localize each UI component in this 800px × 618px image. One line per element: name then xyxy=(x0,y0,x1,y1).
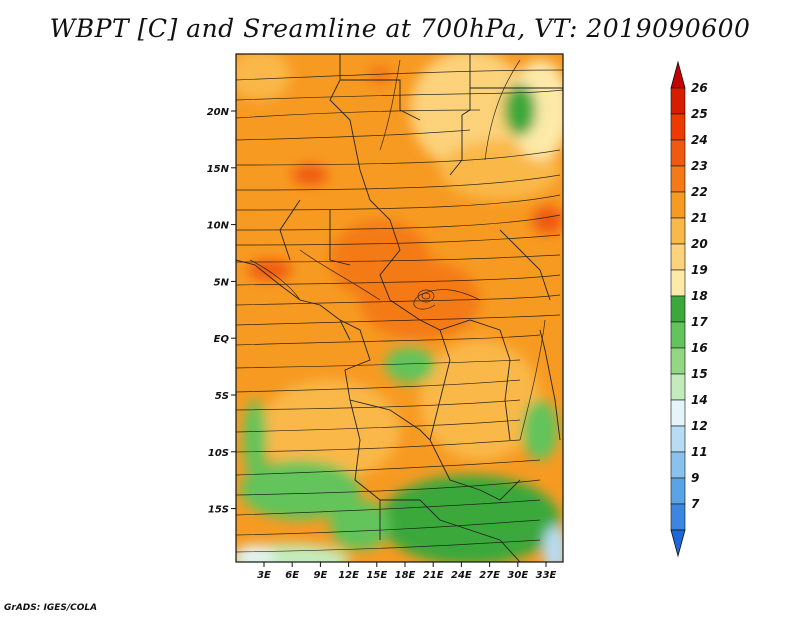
wbpt-field xyxy=(236,54,563,562)
lat-tick-label: 15N xyxy=(207,164,230,175)
colorbar-label: 23 xyxy=(691,159,708,173)
colorbar-swatch xyxy=(670,269,686,297)
lat-tick-label: EQ xyxy=(214,334,230,345)
lon-tick-label: 9E xyxy=(314,570,328,581)
colorbar-swatch xyxy=(670,139,686,167)
colorbar-swatch xyxy=(670,243,686,271)
colorbar-label: 22 xyxy=(691,185,708,199)
colorbar-label: 25 xyxy=(691,107,708,121)
lon-tick-label: 6E xyxy=(285,570,299,581)
colorbar-label: 11 xyxy=(691,445,708,459)
colorbar-swatch xyxy=(670,373,686,401)
streamlines xyxy=(236,59,563,553)
lat-tick-label: 10S xyxy=(208,448,229,459)
colorbar-swatch xyxy=(670,87,686,115)
lon-tick-label: 15E xyxy=(366,570,387,581)
colorbar-label: 26 xyxy=(691,81,708,95)
latitude-axis: 20N 15N 10N 5N EQ 5S 10S 15S xyxy=(207,107,236,516)
lon-tick-label: 21E xyxy=(423,570,444,581)
colorbar-swatch xyxy=(670,113,686,141)
colorbar-swatch xyxy=(670,217,686,245)
colorbar-bottom-arrow xyxy=(670,529,686,558)
lon-tick-label: 24E xyxy=(451,570,472,581)
chart-title: WBPT [C] and Sreamline at 700hPa, VT: 20… xyxy=(49,14,751,43)
colorbar-swatch xyxy=(670,503,686,531)
borders xyxy=(236,54,563,562)
colorbar-swatch xyxy=(670,347,686,375)
lat-tick-label: 20N xyxy=(207,107,230,118)
lon-tick-label: 12E xyxy=(338,570,359,581)
lat-tick-label: 15S xyxy=(208,505,229,516)
lon-tick-label: 33E xyxy=(536,570,557,581)
map-frame xyxy=(235,53,564,563)
colorbar-label: 12 xyxy=(691,419,708,433)
colorbar-swatch xyxy=(670,477,686,505)
colorbar-label: 20 xyxy=(691,237,708,251)
colorbar-top-arrow xyxy=(670,60,686,89)
lat-tick-label: 5S xyxy=(215,391,229,402)
colorbar-label: 24 xyxy=(691,133,708,147)
colorbar-label: 9 xyxy=(691,471,699,485)
colorbar-label: 14 xyxy=(691,393,708,407)
lon-tick-label: 3E xyxy=(257,570,271,581)
colorbar-label: 7 xyxy=(691,497,700,511)
colorbar-label: 21 xyxy=(691,211,708,225)
credit-label: GrADS: IGES/COLA xyxy=(4,603,98,613)
colorbar-swatch xyxy=(670,295,686,323)
lat-tick-label: 5N xyxy=(214,277,230,288)
lat-tick-label: 10N xyxy=(207,221,230,232)
colorbar: 26 25 24 23 22 21 20 19 18 17 16 15 14 12 11 9 7 xyxy=(670,60,708,558)
colorbar-swatch xyxy=(670,321,686,349)
lon-tick-label: 18E xyxy=(395,570,416,581)
colorbar-swatch xyxy=(670,399,686,427)
lon-tick-label: 27E xyxy=(479,570,500,581)
colorbar-swatch xyxy=(670,425,686,453)
colorbar-swatch xyxy=(670,451,686,479)
colorbar-swatch xyxy=(670,191,686,219)
colorbar-swatch xyxy=(670,165,686,193)
colorbar-label: 16 xyxy=(691,341,708,355)
lon-tick-label: 30E xyxy=(507,570,528,581)
colorbar-label: 18 xyxy=(691,289,708,303)
colorbar-label: 19 xyxy=(691,263,708,277)
longitude-axis: 3E 6E 9E 12E 15E 18E 21E 24E 27E 30E 33E xyxy=(257,562,557,581)
colorbar-label: 15 xyxy=(691,367,708,381)
colorbar-label: 17 xyxy=(691,315,708,329)
